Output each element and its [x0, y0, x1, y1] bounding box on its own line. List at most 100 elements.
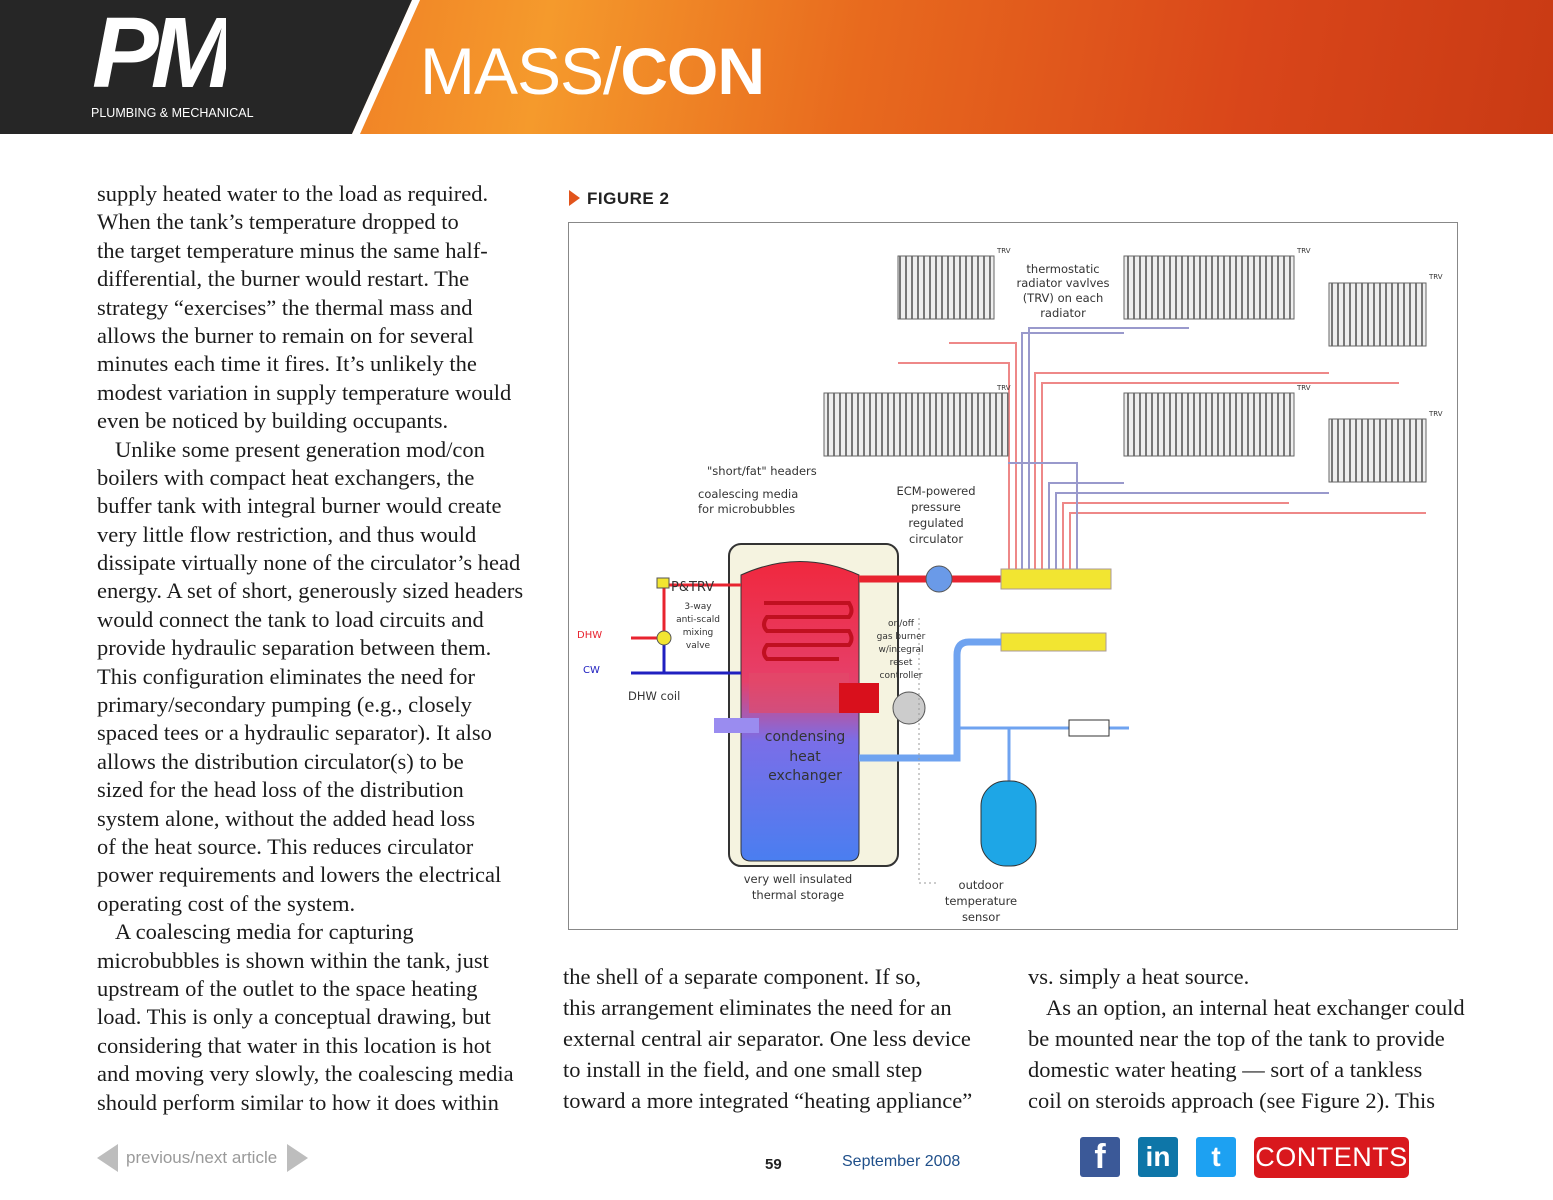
radiator — [823, 392, 1009, 457]
text-line: boilers with compact heat exchangers, th… — [97, 464, 475, 490]
text-line: even be noticed by building occupants. — [97, 408, 449, 434]
text-line: should perform similar to how it does wi… — [97, 1089, 499, 1115]
trv-label: TRV — [996, 247, 1011, 255]
radiator — [897, 255, 995, 320]
facebook-icon[interactable]: f — [1080, 1137, 1120, 1177]
dhw-label: DHW — [577, 630, 602, 641]
twitter-icon[interactable]: t — [1196, 1137, 1236, 1177]
sensor-label: outdoor temperature sensor — [945, 878, 1017, 924]
radiator — [1328, 418, 1427, 483]
text-line: to install in the field, and one small s… — [563, 1057, 923, 1082]
pm-logo: PM — [92, 8, 226, 98]
text-line: Unlike some present generation mod/con — [115, 436, 485, 462]
text-line: the target temperature minus the same ha… — [97, 237, 488, 263]
text-line: When the tank’s temperature dropped to — [97, 209, 459, 235]
text-line: domestic water heating — sort of a tankl… — [1028, 1057, 1423, 1082]
text-line: strategy “exercises” the thermal mass an… — [97, 294, 473, 320]
expansion-tank — [980, 780, 1037, 867]
label-line: pressure — [911, 500, 961, 514]
title-light: MASS/ — [420, 34, 621, 108]
label-line: temperature — [945, 894, 1017, 908]
burner-housing — [839, 683, 879, 713]
radiator — [1123, 392, 1295, 457]
text-line: system alone, without the added head los… — [97, 805, 476, 831]
previous-arrow-icon[interactable] — [97, 1144, 118, 1172]
trv-label: TRV — [1428, 410, 1443, 418]
text-line: primary/secondary pumping (e.g., closely — [97, 692, 472, 718]
heat-exchanger — [749, 673, 849, 713]
sensor-wire — [918, 618, 939, 884]
ptrv-icon — [656, 577, 670, 589]
label-line: mixing — [683, 628, 714, 638]
text-line: This configuration eliminates the need f… — [97, 663, 476, 689]
text-line: the shell of a separate component. If so… — [563, 964, 922, 989]
text-line: and moving very slowly, the coalescing m… — [97, 1061, 514, 1087]
label-line: condensing — [765, 729, 845, 745]
text-line: allows the distribution circulator(s) to… — [97, 748, 464, 774]
text-line: load. This is only a conceptual drawing,… — [97, 1004, 491, 1030]
label-line: circulator — [909, 532, 963, 546]
text-line: allows the burner to remain on for sever… — [97, 322, 474, 348]
cw-label: CW — [583, 665, 600, 676]
trv-note: thermostatic radiator vavlves (TRV) on e… — [1017, 262, 1110, 320]
text-column-left: supply heated water to the load as requi… — [97, 180, 523, 1117]
headers-label: "short/fat" headers — [707, 464, 817, 478]
text-line: coil on steroids approach (see Figure 2)… — [1028, 1088, 1435, 1113]
section-title: MASS/CON — [420, 34, 765, 108]
text-line: sized for the head loss of the distribut… — [97, 777, 464, 803]
label-line: valve — [686, 641, 711, 651]
label-line: exchanger — [768, 768, 842, 784]
label-line: outdoor — [959, 878, 1004, 892]
label-line: ECM-powered — [896, 484, 975, 498]
text-line: toward a more integrated “heating applia… — [563, 1088, 973, 1113]
return-pipe — [859, 638, 1001, 762]
text-line: operating cost of the system. — [97, 890, 356, 916]
radiators — [823, 255, 1427, 483]
supply-header — [1000, 568, 1112, 590]
label-line: on/off — [888, 619, 915, 629]
title-bold: CON — [620, 34, 765, 108]
ptrv-label: P&TRV — [671, 580, 714, 595]
text-line: external central air separator. One less… — [563, 1026, 971, 1051]
label-line: regulated — [908, 516, 963, 530]
text-line: vs. simply a heat source. — [1028, 964, 1250, 989]
trv-label: TRV — [1296, 384, 1311, 392]
dhw-pipe — [631, 583, 741, 640]
text-line: A coalescing media for capturing — [115, 919, 414, 945]
text-line: spaced tees or a hydraulic separator). I… — [97, 720, 492, 746]
text-line: upstream of the outlet to the space heat… — [97, 975, 478, 1001]
text-line: considering that water in this location … — [97, 1032, 492, 1058]
label-line: (TRV) on each — [1023, 291, 1104, 305]
label-line: w/integral — [878, 645, 923, 655]
text-line: dissipate virtually none of the circulat… — [97, 550, 521, 576]
burner-label: on/off gas burner w/integral reset contr… — [877, 619, 926, 681]
trv-label: TRV — [1296, 247, 1311, 255]
hydronic-diagram: TRV TRV TRV TRV TRV TRV thermostatic rad… — [577, 247, 1443, 924]
text-line: differential, the burner would restart. … — [97, 266, 470, 292]
label-line: radiator — [1040, 306, 1086, 320]
next-arrow-icon[interactable] — [287, 1144, 309, 1172]
dhw-coil — [762, 601, 854, 661]
text-line: this arrangement eliminates the need for… — [563, 995, 952, 1020]
radiator — [1123, 255, 1295, 320]
backflow-preventer — [1068, 719, 1110, 737]
circulator-label: ECM-powered pressure regulated circulato… — [896, 484, 975, 546]
circulator-icon — [925, 565, 953, 593]
heat-exchanger-label: condensing heat exchanger — [765, 729, 845, 784]
page-number: 59 — [765, 1156, 782, 1173]
text-line: very little flow restriction, and thus w… — [97, 521, 477, 547]
radiator — [1328, 282, 1427, 347]
dhw-coil-label: DHW coil — [628, 689, 680, 703]
text-line: minutes each time it fires. It’s unlikel… — [97, 351, 477, 377]
label-line: thermostatic — [1026, 262, 1099, 276]
linkedin-icon[interactable]: in — [1138, 1137, 1178, 1177]
text-column-right: vs. simply a heat source. As an option, a… — [1028, 961, 1465, 1116]
trv-label: TRV — [996, 384, 1011, 392]
previous-next-article-nav[interactable]: previous/next article — [97, 1144, 309, 1172]
text-line: supply heated water to the load as requi… — [97, 181, 489, 206]
contents-button[interactable]: CONTENTS — [1254, 1137, 1409, 1178]
text-line: provide hydraulic separation between the… — [97, 635, 492, 661]
nav-label: previous/next article — [126, 1148, 278, 1167]
label-line: radiator vavlves — [1017, 276, 1110, 290]
issue-date: September 2008 — [842, 1153, 961, 1170]
